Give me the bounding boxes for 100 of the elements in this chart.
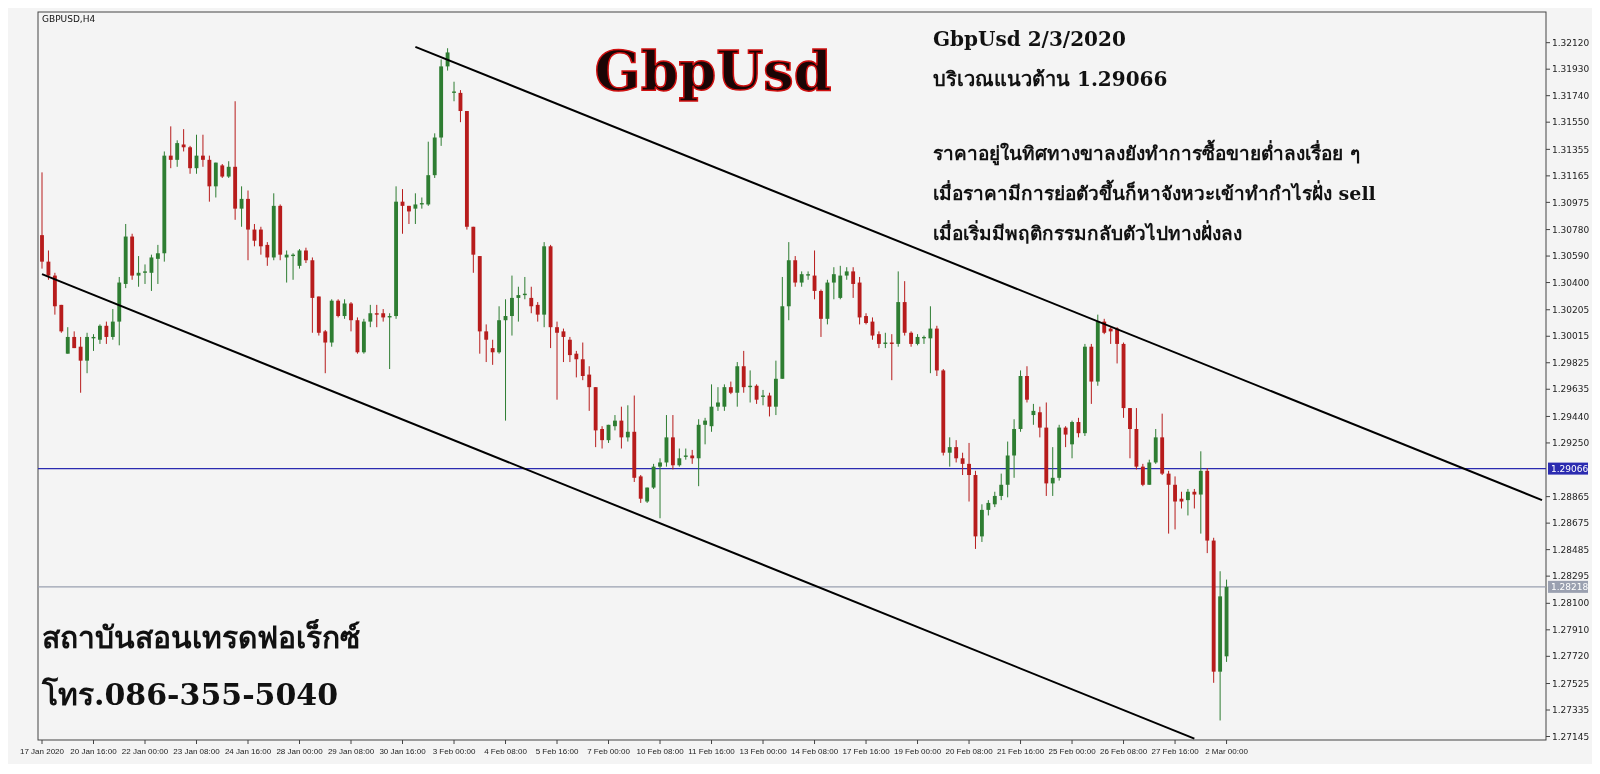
candlestick [155, 244, 160, 285]
x-tick-label: 27 Feb 16:00 [1151, 747, 1200, 756]
candlestick [619, 406, 624, 450]
y-tick-label: 1.30205 [1552, 304, 1590, 315]
y-tick-label: 1.28295 [1552, 571, 1590, 582]
x-tick-label: 14 Feb 08:00 [790, 747, 839, 756]
candlestick [368, 304, 373, 328]
candlestick [168, 125, 173, 169]
x-tick-label: 3 Feb 00:00 [432, 747, 476, 756]
annotation: เมื่อเริ่มมีพฤติกรรมกลับตัวไปทางฝั่งลง [933, 220, 1242, 244]
candlestick [213, 162, 218, 198]
candlestick [703, 417, 708, 445]
candlestick [960, 452, 965, 476]
candlestick [574, 350, 579, 378]
y-tick-label: 1.31930 [1552, 64, 1590, 75]
candlestick [349, 301, 353, 332]
candlestick [838, 265, 843, 300]
candlestick [510, 275, 514, 337]
candlestick [658, 457, 662, 519]
candlestick [1031, 403, 1036, 426]
annotation: สถาบันสอนเทรดฟอเร็กซ์ [42, 619, 360, 655]
candlestick [529, 286, 534, 314]
candlestick [999, 473, 1004, 501]
candlestick [638, 474, 643, 504]
candlestick [806, 270, 811, 281]
annotation: GbpUsd 2/3/2020 [933, 27, 1126, 51]
candlestick [85, 332, 89, 374]
candlestick [413, 192, 418, 225]
candlestick [587, 365, 592, 412]
candlestick [1173, 475, 1177, 530]
text: GbpUsd [594, 39, 832, 103]
candlestick [143, 263, 147, 285]
candlestick [201, 134, 205, 168]
y-tick-label: 1.31355 [1552, 144, 1590, 155]
candlestick [374, 304, 379, 328]
candlestick [722, 383, 727, 412]
annotation: GBPUSD,H4 [42, 14, 96, 24]
x-tick-label: 20 Feb 08:00 [945, 747, 994, 756]
y-tick-label: 1.32120 [1552, 37, 1590, 48]
y-tick-label: 1.30400 [1552, 277, 1590, 288]
candlestick [831, 266, 836, 300]
y-tick-label: 1.27720 [1552, 651, 1590, 662]
x-tick-label: 23 Jan 08:00 [173, 747, 221, 756]
candlestick [98, 323, 102, 345]
candlestick [1037, 406, 1042, 438]
candlestick [336, 298, 341, 318]
annotation: บริเวณแนวต้าน 1.29066 [933, 67, 1168, 91]
x-tick-label: 19 Feb 00:00 [893, 747, 942, 756]
candlestick [947, 436, 952, 468]
x-tick-label: 7 Feb 00:00 [587, 747, 631, 756]
candlestick [188, 145, 192, 175]
candlestick [754, 383, 759, 405]
y-tick-label: 1.31165 [1552, 171, 1590, 182]
y-tick-label: 1.30975 [1552, 197, 1590, 208]
candlestick [567, 336, 572, 363]
y-tick-label: 1.27525 [1552, 678, 1590, 689]
y-tick-label: 1.30780 [1552, 224, 1590, 235]
candlestick [1128, 407, 1132, 459]
candlestick [175, 139, 180, 168]
y-tick-label: 1.29440 [1552, 411, 1590, 422]
y-tick-label: 1.29635 [1552, 384, 1590, 395]
x-tick-label: 30 Jan 16:00 [379, 747, 427, 756]
candlestick [265, 241, 270, 267]
candlestick [1070, 420, 1074, 459]
y-tick-label: 1.27145 [1552, 731, 1590, 742]
y-tick-label: 1.27910 [1552, 624, 1590, 635]
candlestick [954, 439, 959, 463]
y-tick-label: 1.28485 [1552, 544, 1590, 555]
x-tick-label: 24 Jan 16:00 [224, 747, 272, 756]
candlestick [1140, 463, 1145, 487]
candlestick [625, 404, 630, 443]
annotation: ราคาอยู่ในทิศทางขาลงยังทำการซื้อขายต่ำลงเรื่อย ๆ [933, 139, 1360, 166]
candlestick [1166, 470, 1171, 535]
candlestick [1147, 459, 1152, 486]
candlestick [181, 128, 186, 152]
y-tick-label: 1.31740 [1552, 90, 1590, 101]
candlestick [555, 321, 559, 401]
x-tick-label: 29 Jan 08:00 [327, 747, 375, 756]
candlestick [104, 321, 109, 345]
candlestick [1185, 488, 1190, 516]
x-tick-label: 5 Feb 16:00 [535, 747, 579, 756]
y-tick-label: 1.28675 [1552, 518, 1590, 529]
y-tick-label: 1.31550 [1552, 117, 1590, 128]
candlestick [1063, 425, 1068, 448]
x-tick-label: 2 Mar 00:00 [1205, 747, 1249, 756]
annotation: โทร.086-355-5040 [41, 676, 339, 712]
x-tick-label: 22 Jan 00:00 [121, 747, 169, 756]
candlestick [741, 350, 746, 394]
candlestick [1050, 446, 1055, 497]
ref-line-label: 1.29066 [1551, 463, 1589, 474]
candlestick [1025, 365, 1029, 403]
candlestick [1198, 450, 1203, 535]
candlestick [323, 329, 328, 374]
y-tick-label: 1.28865 [1552, 491, 1590, 502]
x-tick-label: 26 Feb 08:00 [1099, 747, 1148, 756]
candlestick [516, 286, 521, 323]
candlestick [1115, 326, 1120, 364]
x-tick-label: 25 Feb 00:00 [1048, 747, 1097, 756]
candlestick [239, 185, 244, 228]
x-tick-label: 17 Jan 2020 [19, 747, 65, 756]
